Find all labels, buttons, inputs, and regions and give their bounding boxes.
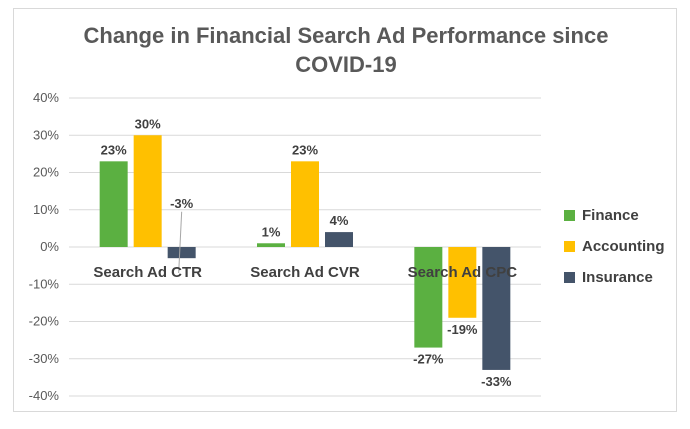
bar-insurance (482, 247, 511, 370)
y-tick-label: 30% (33, 127, 59, 142)
bar-accounting (133, 135, 162, 247)
x-category-label: Search Ad CPC (408, 264, 518, 281)
chart-title-line-2: COVID-19 (295, 52, 397, 77)
data-label: -27% (413, 352, 444, 367)
data-label: 4% (330, 213, 349, 228)
legend-swatch (564, 210, 575, 221)
legend-swatch (564, 241, 575, 252)
y-tick-label: -40% (29, 388, 60, 403)
data-label: 1% (262, 224, 281, 239)
y-tick-label: 10% (33, 202, 59, 217)
data-label: -33% (481, 374, 512, 389)
legend-label: Insurance (582, 269, 653, 286)
bar-insurance (325, 232, 353, 247)
chart-title-line-1: Change in Financial Search Ad Performanc… (83, 23, 609, 48)
data-label: -3% (170, 196, 194, 211)
legend-label: Accounting (582, 238, 665, 255)
y-tick-label: -30% (29, 351, 60, 366)
y-tick-label: 20% (33, 165, 59, 180)
legend-swatch (564, 272, 575, 283)
bar-finance (414, 247, 443, 348)
y-tick-label: 40% (33, 90, 59, 105)
bar-finance (257, 243, 285, 247)
bar-accounting (448, 247, 477, 318)
legend-label: Finance (582, 207, 639, 224)
data-label: 30% (135, 116, 161, 131)
data-label: 23% (292, 142, 318, 157)
y-tick-label: -20% (29, 314, 60, 329)
x-category-label: Search Ad CVR (250, 264, 360, 281)
y-tick-label: -10% (29, 276, 60, 291)
chart-title: Change in Financial Search Ad Performanc… (14, 21, 678, 79)
data-label: 23% (101, 142, 127, 157)
bar-finance (99, 161, 128, 247)
y-tick-label: 0% (40, 239, 59, 254)
data-label: -19% (447, 322, 478, 337)
bar-accounting (291, 161, 319, 247)
bar-insurance (167, 247, 196, 259)
chart-plot: 40% 30% 20% 10% 0% -10% -20% -30% -40% 23% 30% -3% S… (29, 90, 665, 403)
chart-frame: Change in Financial Search Ad Performanc… (13, 8, 677, 412)
x-category-label: Search Ad CTR (93, 264, 202, 281)
data-label-leader (178, 211, 183, 274)
